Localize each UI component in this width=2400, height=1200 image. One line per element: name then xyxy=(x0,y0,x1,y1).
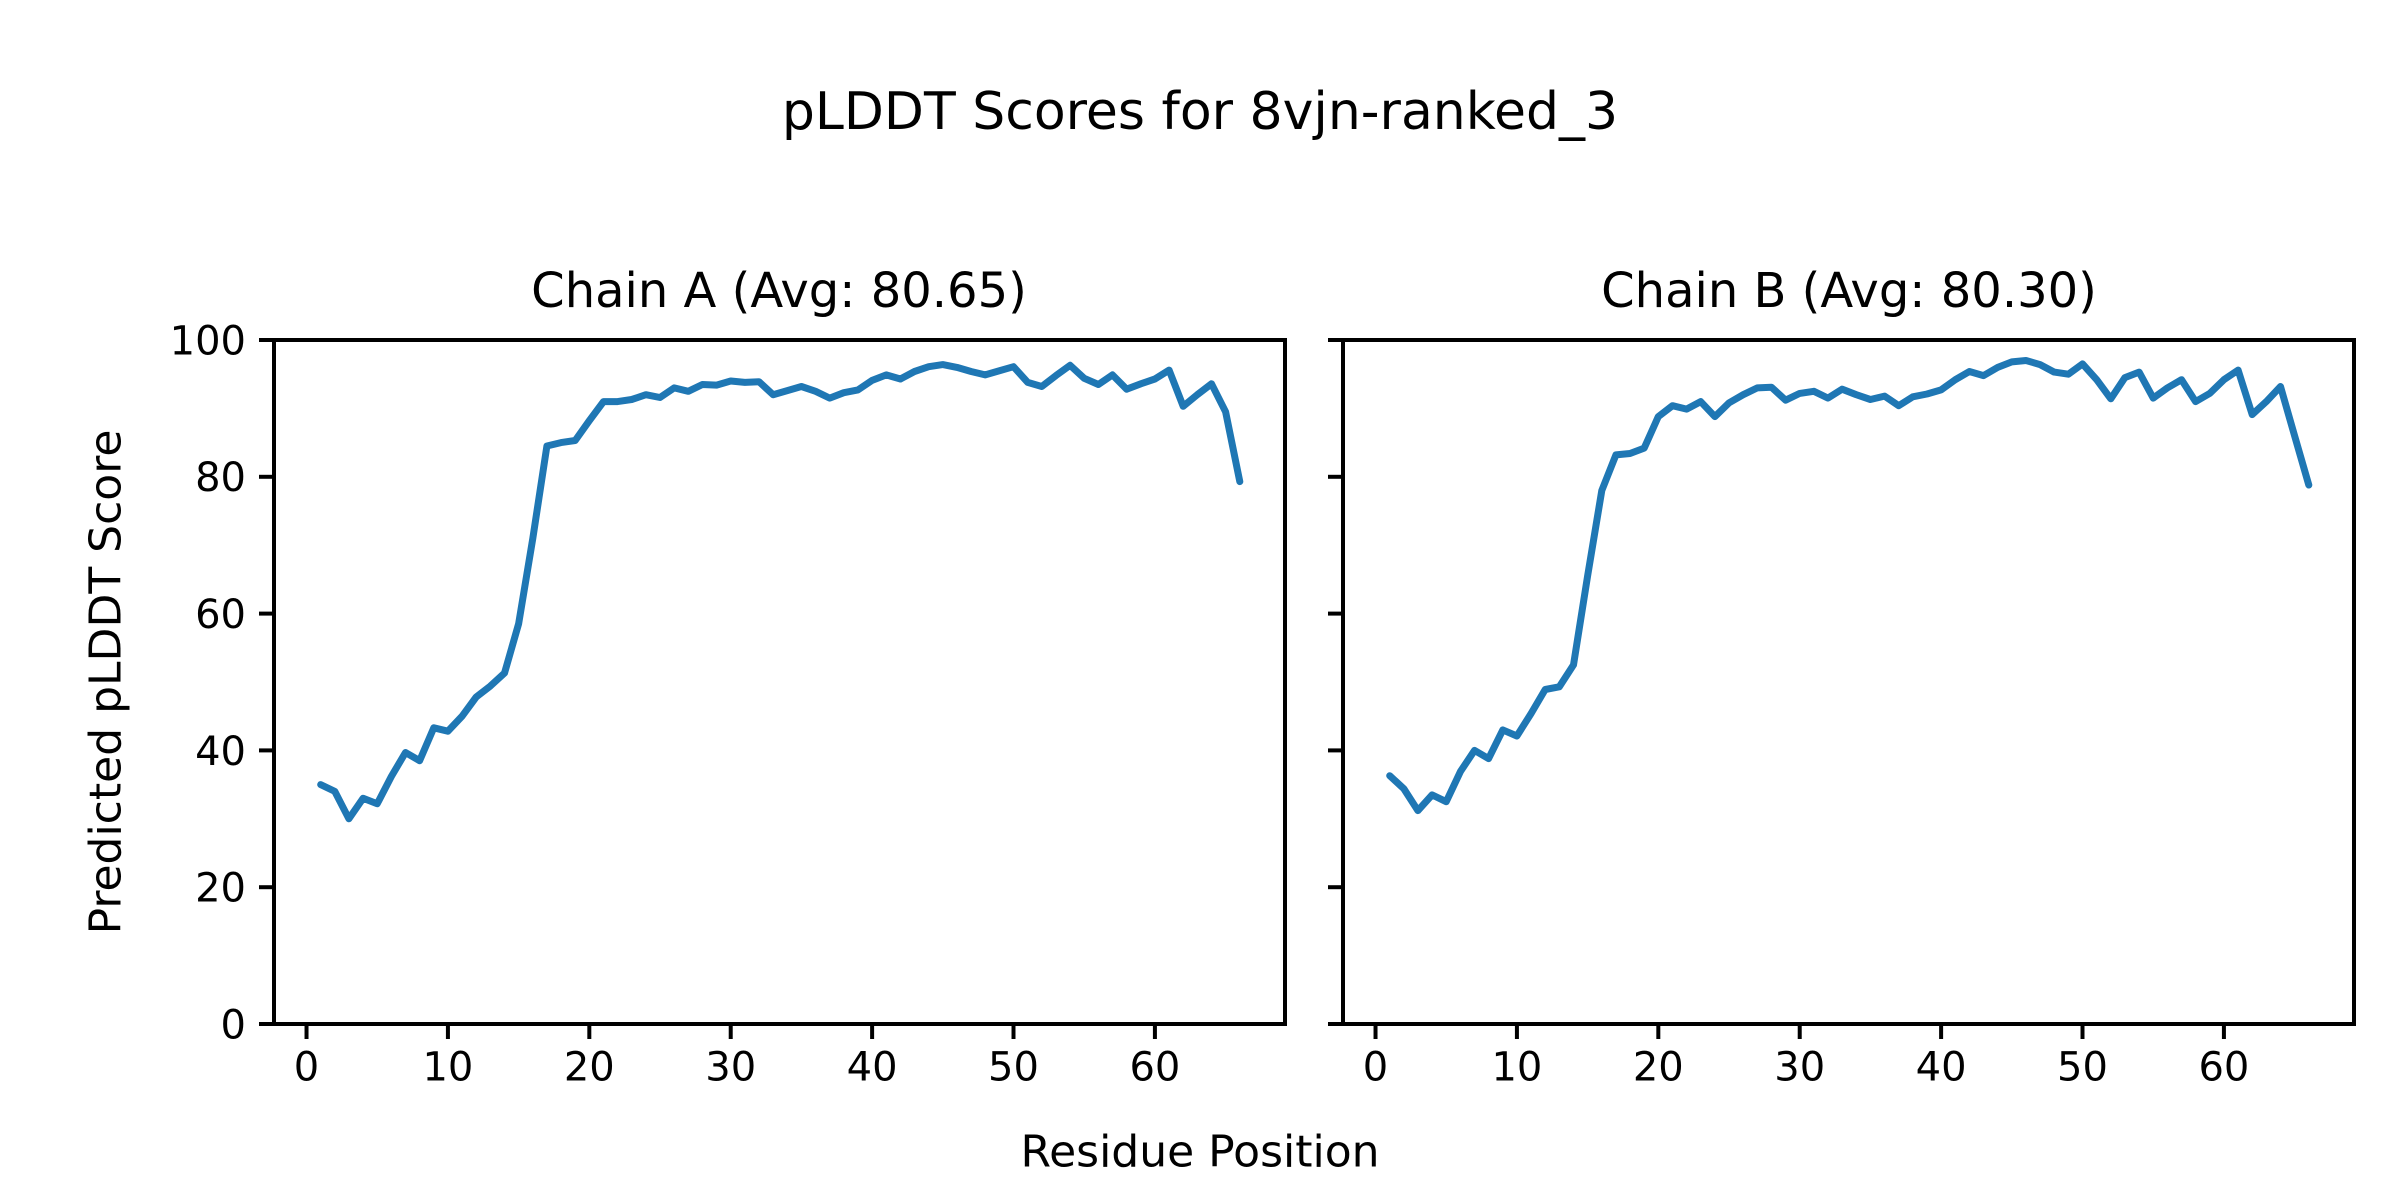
subplot-title-chain-a: Chain A (Avg: 80.65) xyxy=(531,263,1027,319)
plot-border-chain-b xyxy=(1341,338,2356,1026)
x-tick-label-chain-a: 60 xyxy=(1129,1044,1180,1090)
x-tick-label-chain-b: 10 xyxy=(1491,1044,1542,1090)
x-tick-label-chain-b: 40 xyxy=(1916,1044,1967,1090)
figure-title: pLDDT Scores for 8vjn-ranked_3 xyxy=(781,82,1619,142)
y-tick-label: 40 xyxy=(195,729,246,775)
x-tick-label-chain-a: 40 xyxy=(847,1044,898,1090)
subplot-title-chain-b: Chain B (Avg: 80.30) xyxy=(1601,263,2097,319)
y-tick-label: 0 xyxy=(221,1002,246,1048)
y-tick-label: 60 xyxy=(195,592,246,638)
y-tick-label: 80 xyxy=(195,455,246,501)
x-tick-label-chain-b: 20 xyxy=(1633,1044,1684,1090)
y-tick-label: 100 xyxy=(170,318,246,364)
x-tick-label-chain-a: 0 xyxy=(294,1044,319,1090)
plddt-line-chain-a xyxy=(317,361,1244,823)
x-tick-label-chain-b: 0 xyxy=(1363,1044,1388,1090)
plddt-line-chain-b xyxy=(1386,357,2313,815)
x-tick-label-chain-b: 30 xyxy=(1774,1044,1825,1090)
plot-border-chain-a xyxy=(272,338,1287,1026)
x-tick-label-chain-b: 50 xyxy=(2057,1044,2108,1090)
y-axis-label: Predicted pLDDT Score xyxy=(80,429,132,935)
x-tick-label-chain-a: 50 xyxy=(988,1044,1039,1090)
x-tick-label-chain-a: 20 xyxy=(564,1044,615,1090)
x-axis-label: Residue Position xyxy=(1020,1126,1380,1178)
x-tick-label-chain-a: 10 xyxy=(422,1044,473,1090)
x-tick-label-chain-a: 30 xyxy=(705,1044,756,1090)
x-tick-label-chain-b: 60 xyxy=(2198,1044,2249,1090)
y-tick-label: 20 xyxy=(195,866,246,912)
